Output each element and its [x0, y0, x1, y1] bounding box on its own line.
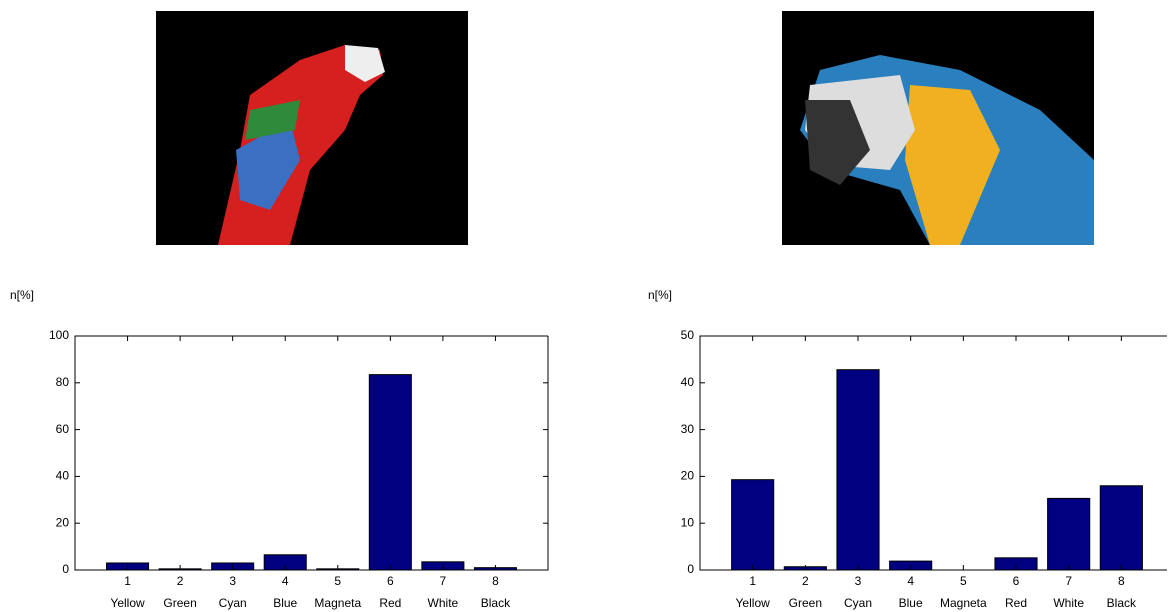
category-label: Cyan: [844, 596, 872, 610]
y-axis-label: n[%]: [648, 288, 672, 302]
bar: [1048, 498, 1090, 570]
category-label: Yellow: [736, 596, 771, 610]
x-tick-label: 6: [1013, 574, 1020, 588]
x-tick-label: 3: [855, 574, 862, 588]
x-tick-label: 3: [229, 574, 236, 588]
category-label: White: [428, 596, 459, 610]
page: n[%] 1 Yellow 2 Green 3 Cyan 4 Blue 5 Magneta 6 Red 7…: [0, 0, 1168, 612]
x-tick-label: 1: [749, 574, 756, 588]
x-tick-label: 1: [124, 574, 131, 588]
y-axis-label: n[%]: [10, 288, 34, 302]
x-tick-label: 7: [1065, 574, 1072, 588]
x-tick-label: 5: [960, 574, 967, 588]
x-tick-label: 2: [802, 574, 809, 588]
x-tick-label: 4: [282, 574, 289, 588]
category-label: Black: [481, 596, 511, 610]
figure: n[%] 1 Yellow 2 Green 3 Cyan 4 Blue 5 Magneta 6 Red 7…: [0, 0, 1168, 612]
x-tick-label: 2: [177, 574, 184, 588]
category-label: Magneta: [314, 596, 361, 610]
category-label: Green: [789, 596, 822, 610]
category-label: Cyan: [219, 596, 247, 610]
x-tick-label: 5: [334, 574, 341, 588]
y-tick-label: 30: [681, 422, 695, 436]
category-label: Blue: [273, 596, 297, 610]
y-tick-label: 20: [681, 469, 695, 483]
photo-blue-gold-macaw: [782, 11, 1094, 245]
category-label: Black: [1107, 596, 1137, 610]
axes-box: [75, 336, 548, 570]
bar: [369, 375, 411, 570]
category-label: Red: [1005, 596, 1027, 610]
y-tick-label: 0: [62, 562, 69, 576]
y-tick-label: 40: [681, 375, 695, 389]
category-label: Red: [379, 596, 401, 610]
y-tick-label: 100: [49, 328, 69, 342]
y-tick-label: 50: [681, 328, 695, 342]
category-label: Green: [163, 596, 196, 610]
category-label: Magneta: [940, 596, 987, 610]
y-tick-label: 10: [681, 515, 695, 529]
x-tick-label: 4: [907, 574, 914, 588]
y-tick-label: 0: [687, 562, 694, 576]
photo-red-macaw: [156, 11, 468, 245]
x-tick-label: 7: [440, 574, 447, 588]
x-tick-label: 8: [492, 574, 499, 588]
y-tick-label: 40: [56, 469, 70, 483]
y-tick-label: 20: [56, 515, 70, 529]
category-label: White: [1053, 596, 1084, 610]
bar: [732, 480, 774, 570]
bar: [1100, 486, 1142, 570]
bar: [837, 370, 879, 570]
category-label: Blue: [899, 596, 923, 610]
x-tick-label: 8: [1118, 574, 1125, 588]
y-tick-label: 60: [56, 422, 70, 436]
x-tick-label: 6: [387, 574, 394, 588]
y-tick-label: 80: [56, 375, 70, 389]
category-label: Yellow: [110, 596, 145, 610]
